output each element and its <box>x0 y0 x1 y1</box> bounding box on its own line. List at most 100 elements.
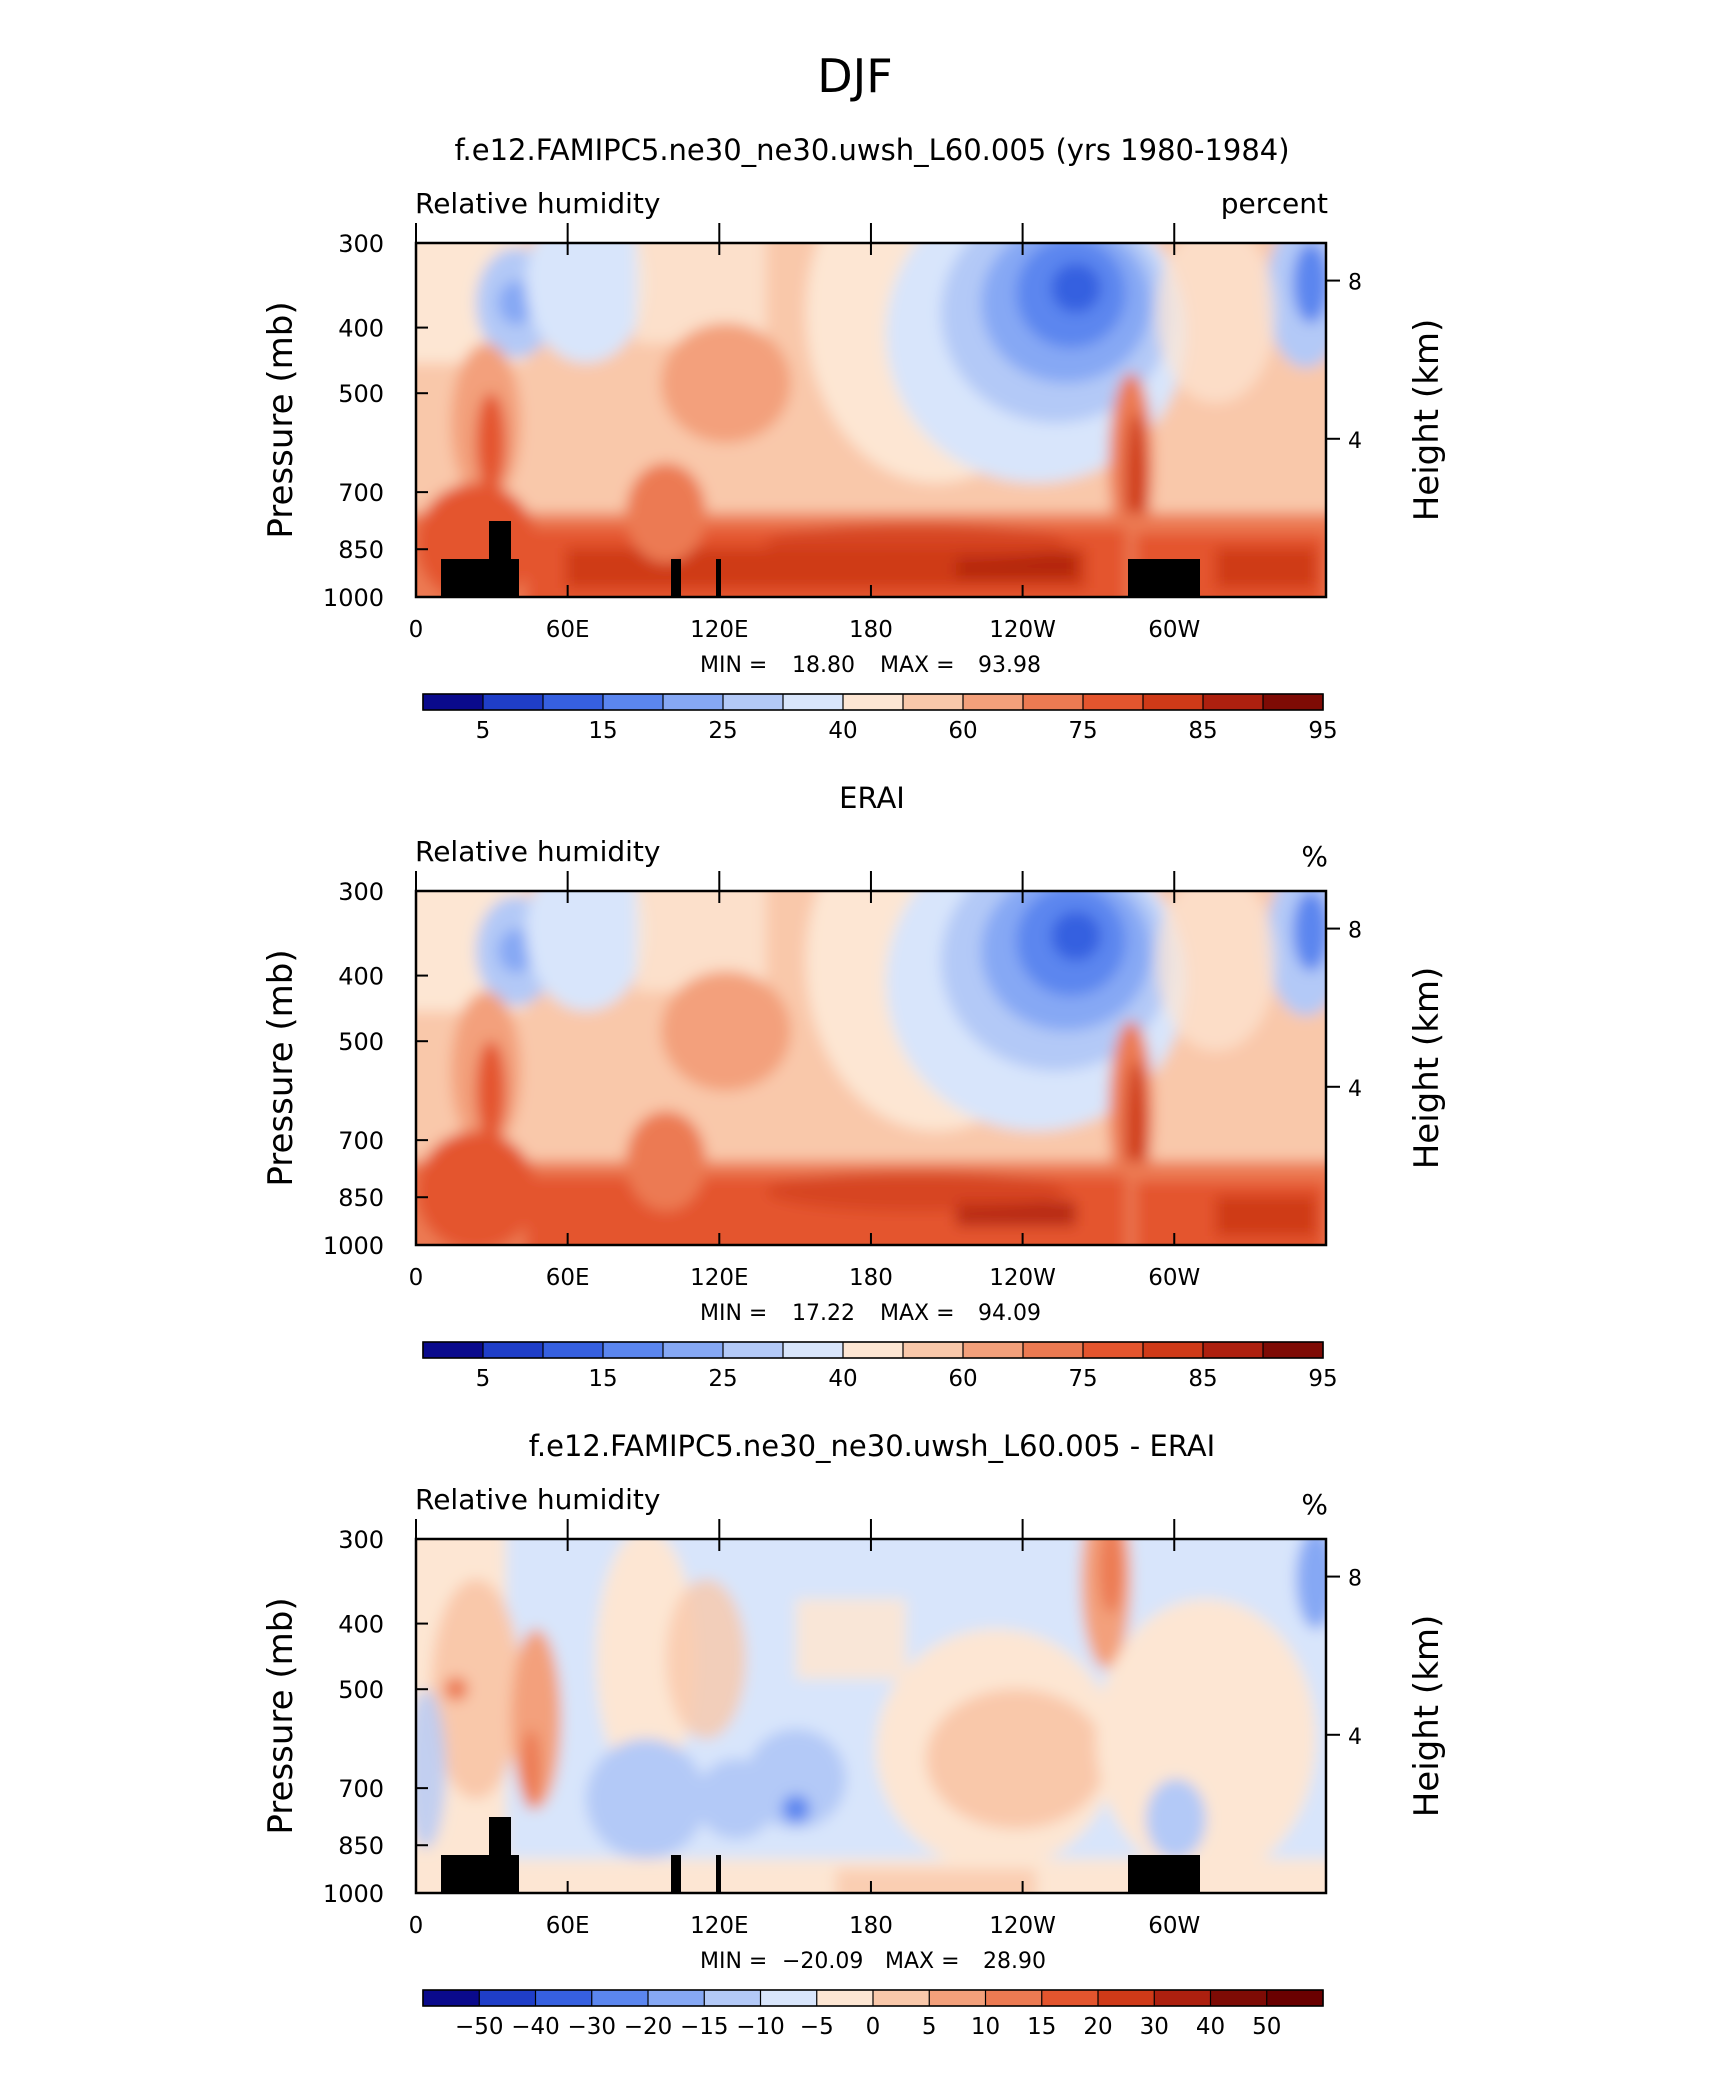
x-tick-label: 0 <box>409 617 424 643</box>
max-label: MAX = <box>885 1949 960 1974</box>
colorbar-box <box>483 694 544 710</box>
panel-model: f.e12.FAMIPC5.ne30_ne30.uwsh_L60.005 (yr… <box>261 133 1447 744</box>
x-tick-label: 60W <box>1148 1265 1200 1291</box>
colorbar-box <box>1083 1342 1144 1358</box>
colorbar-box <box>903 694 964 710</box>
colorbar-label: 25 <box>708 718 737 744</box>
units-label: percent <box>1221 187 1328 220</box>
field-patch <box>526 891 646 1011</box>
field-patch <box>596 1539 696 1789</box>
panel-title: ERAI <box>839 781 905 815</box>
colorbar-label: −20 <box>624 2014 673 2040</box>
colorbar-box <box>760 1990 818 2006</box>
field-patch <box>746 1729 846 1829</box>
colorbar-label: −30 <box>567 2014 616 2040</box>
panel-title: f.e12.FAMIPC5.ne30_ne30.uwsh_L60.005 - E… <box>529 1429 1215 1463</box>
field-patch <box>1216 548 1316 588</box>
x-tick-label: 60E <box>546 617 590 643</box>
colorbar-label: 5 <box>476 718 491 744</box>
x-tick-label: 120W <box>989 617 1056 643</box>
y2-tick-label: 4 <box>1348 1725 1362 1750</box>
y-tick-label: 1000 <box>323 584 384 612</box>
field-patch <box>476 1041 506 1141</box>
x-tick-label: 180 <box>849 1913 893 1939</box>
colorbar-label: 95 <box>1308 1366 1337 1392</box>
y2-axis-label: Height (km) <box>1407 319 1447 522</box>
contour-field <box>416 243 1326 597</box>
y-tick-label: 300 <box>338 878 384 906</box>
x-tick-label: 0 <box>409 1913 424 1939</box>
figure-title: DJF <box>817 49 892 103</box>
colorbar-box <box>423 694 484 710</box>
axes: 300 400 500 700 850 1000 8 4 0 60E 120E 180 120W 60W <box>323 1519 1362 1939</box>
colorbar-label: 5 <box>922 2014 937 2040</box>
colorbar-box <box>423 1342 484 1358</box>
max-label: MAX = <box>880 1301 955 1326</box>
field-patch <box>1051 911 1101 961</box>
colorbar-box <box>783 1342 844 1358</box>
colorbar-frame <box>422 1341 1324 1359</box>
y-axis-label: Pressure (mb) <box>261 949 301 1186</box>
topography-block <box>489 521 511 561</box>
colorbar-label: −15 <box>680 2014 729 2040</box>
colorbar-label: −40 <box>511 2014 560 2040</box>
colorbar-label: 20 <box>1083 2014 1112 2040</box>
y-axis-label: Pressure (mb) <box>261 1597 301 1834</box>
colorbar-frame <box>422 1989 1324 2007</box>
x-tick-label: 180 <box>849 617 893 643</box>
colorbar-box <box>1210 1990 1268 2006</box>
topography-block <box>716 559 721 597</box>
x-tick-label: 60W <box>1148 617 1200 643</box>
colorbar-label: −10 <box>736 2014 785 2040</box>
y-tick-label: 1000 <box>323 1880 384 1908</box>
field-patch <box>498 281 534 325</box>
contour-field <box>416 891 1326 1245</box>
x-tick-label: 120W <box>989 1265 1056 1291</box>
colorbar-label: 40 <box>828 718 857 744</box>
topography-mask <box>441 1817 1200 1893</box>
field-patch <box>766 523 1066 563</box>
x-tick-label: 60E <box>546 1265 590 1291</box>
colorbar-box <box>985 1990 1043 2006</box>
colorbar: −50 −40 −30 −20 −15 −10 −5 0 5 10 15 20 30 40 50 <box>422 1989 1324 2040</box>
field-patch <box>1293 891 1326 971</box>
y-tick-label: 400 <box>338 1611 384 1639</box>
field-patch <box>476 393 506 493</box>
colorbar-label: 15 <box>588 718 617 744</box>
y2-axis-label: Height (km) <box>1407 967 1447 1170</box>
topography-block <box>671 1855 681 1893</box>
topography-block <box>1128 1855 1200 1893</box>
colorbar-box <box>1266 1990 1324 2006</box>
max-value: 94.09 <box>978 1301 1041 1326</box>
colorbar-box <box>663 1342 724 1358</box>
colorbar: 5 15 25 40 60 75 85 95 <box>422 693 1338 744</box>
y-tick-label: 500 <box>338 1028 384 1056</box>
variable-label: Relative humidity <box>415 1483 660 1516</box>
x-tick-label: 0 <box>409 1265 424 1291</box>
colorbar-label: 0 <box>866 2014 881 2040</box>
topography-block <box>671 559 681 597</box>
y2-axis-label: Height (km) <box>1407 1615 1447 1818</box>
field-patch <box>1293 243 1326 323</box>
colorbar-label: −50 <box>455 2014 504 2040</box>
y-tick-label: 500 <box>338 380 384 408</box>
colorbar-box <box>1041 1990 1099 2006</box>
colorbar-box <box>816 1990 874 2006</box>
field-patch <box>521 1729 541 1809</box>
colorbar-box <box>1263 694 1324 710</box>
y-tick-label: 1000 <box>323 1232 384 1260</box>
min-label: MIN = <box>700 653 767 678</box>
field-patch <box>1146 1779 1206 1859</box>
colorbar-box <box>1143 1342 1204 1358</box>
colorbar-box <box>843 1342 904 1358</box>
y-tick-label: 500 <box>338 1676 384 1704</box>
field-patch <box>926 1689 1106 1829</box>
topography-mask <box>441 521 1200 597</box>
variable-label: Relative humidity <box>415 835 660 868</box>
y-tick-label: 400 <box>338 315 384 343</box>
x-tick-label: 180 <box>849 1265 893 1291</box>
colorbar-box <box>963 694 1024 710</box>
colorbar-box <box>1023 1342 1084 1358</box>
field-patch <box>636 891 766 991</box>
